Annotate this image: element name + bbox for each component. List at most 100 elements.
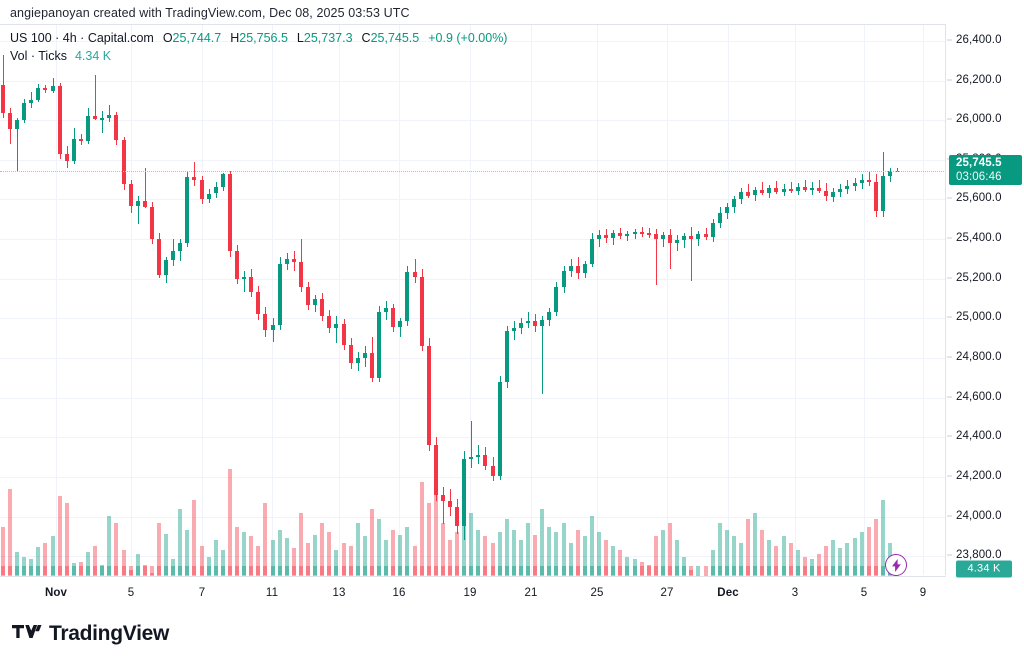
candle-body xyxy=(469,457,473,460)
time-axis-tick-mark xyxy=(107,566,111,576)
time-axis-label: 5 xyxy=(860,587,868,599)
time-axis-tick-mark xyxy=(171,566,175,576)
time-axis-tick-mark xyxy=(739,566,743,576)
volume-bar xyxy=(72,563,76,575)
candle-body xyxy=(29,100,33,104)
candle-wick xyxy=(677,235,678,251)
volume-value-badge[interactable]: 4.34 K xyxy=(956,560,1012,578)
time-axis-tick-mark xyxy=(36,566,40,576)
candle-body xyxy=(732,199,736,208)
volume-bar xyxy=(505,518,509,575)
time-axis-label: Nov xyxy=(44,587,68,599)
time-axis-tick-mark xyxy=(207,566,211,576)
candle-body xyxy=(242,276,246,279)
lightning-bolt-icon[interactable] xyxy=(885,554,907,576)
candle-body xyxy=(178,243,182,251)
time-axis-tick-mark xyxy=(15,566,19,576)
price-axis-label: 25,000.0 xyxy=(956,311,1002,324)
candle-body xyxy=(93,116,97,120)
gridline-horizontal xyxy=(0,199,945,201)
current-price-badge[interactable]: 25,745.5 03:06:46 xyxy=(949,154,1022,185)
price-axis-label: 24,600.0 xyxy=(956,390,1002,403)
volume-bar xyxy=(22,556,26,575)
time-axis-tick-mark xyxy=(519,566,523,576)
price-axis-tick xyxy=(947,435,952,437)
candle-body xyxy=(214,186,218,194)
volume-bar xyxy=(58,495,62,575)
volume-bar xyxy=(689,570,693,575)
tradingview-footer[interactable]: TradingView xyxy=(12,622,169,646)
time-axis-tick-mark xyxy=(689,566,693,576)
time-axis-tick-mark xyxy=(441,566,445,576)
time-axis-tick-mark xyxy=(100,566,104,576)
candle-body xyxy=(718,213,722,224)
candle-wick xyxy=(748,183,749,199)
price-axis-label: 26,200.0 xyxy=(956,73,1002,86)
volume-bar xyxy=(391,529,395,575)
time-axis-tick-strip xyxy=(0,566,946,576)
candle-body xyxy=(554,286,558,313)
gridline-vertical xyxy=(202,25,203,575)
volume-bar xyxy=(526,522,530,575)
candle-body xyxy=(185,176,189,243)
legend-volume-row[interactable]: Vol · Ticks 4.34 K xyxy=(10,48,507,65)
volume-bar xyxy=(207,556,211,575)
gridline-vertical xyxy=(531,25,532,575)
chart-legend[interactable]: US 100 · 4h · Capital.com O25,744.7 H25,… xyxy=(10,30,507,65)
time-axis-label: 5 xyxy=(127,587,135,599)
legend-low: L25,737.3 xyxy=(296,31,353,45)
price-axis-label: 24,400.0 xyxy=(956,430,1002,443)
price-axis-tick xyxy=(947,197,952,199)
volume-bar xyxy=(491,543,495,575)
volume-bar xyxy=(661,529,665,575)
price-axis-tick xyxy=(947,79,952,80)
price-axis[interactable]: 26,400.026,200.026,000.025,800.025,600.0… xyxy=(947,24,1024,578)
candle-wick xyxy=(897,168,898,173)
chart-canvas[interactable] xyxy=(0,24,946,575)
time-axis[interactable]: Nov 5 7 11 13 16 19 21 25 27 Dec 3 5 9 xyxy=(0,566,946,616)
volume-bar xyxy=(867,526,871,575)
candle-body xyxy=(760,189,764,193)
gridline-horizontal xyxy=(0,120,945,122)
price-axis-tick xyxy=(947,237,952,239)
candle-body xyxy=(263,314,267,331)
candle-body xyxy=(689,236,693,240)
time-axis-tick-mark xyxy=(377,566,381,576)
candle-body xyxy=(831,191,835,197)
volume-bar xyxy=(633,559,637,575)
volume-bar xyxy=(370,509,374,575)
price-axis-tick xyxy=(947,277,952,279)
current-price-value: 25,745.5 xyxy=(956,156,1002,169)
volume-bar xyxy=(43,543,47,575)
candle-body xyxy=(363,353,367,358)
candle-wick xyxy=(17,118,18,171)
candle-body xyxy=(547,312,551,321)
price-axis-label: 24,000.0 xyxy=(956,509,1002,522)
candle-body xyxy=(512,328,516,332)
volume-bar xyxy=(171,559,175,575)
candle-wick xyxy=(542,316,543,394)
volume-bar xyxy=(746,518,750,575)
candle-body xyxy=(22,103,26,121)
time-axis-tick-mark xyxy=(320,566,324,576)
price-axis-tick xyxy=(947,475,952,477)
time-axis-tick-mark xyxy=(867,566,871,576)
candle-body xyxy=(278,263,282,326)
volume-bar xyxy=(192,499,196,575)
price-axis-label: 25,600.0 xyxy=(956,192,1002,205)
volume-bar xyxy=(774,545,778,575)
time-axis-tick-mark xyxy=(51,566,55,576)
candle-body xyxy=(434,445,438,495)
candle-body xyxy=(136,201,140,207)
time-axis-tick-mark xyxy=(562,566,566,576)
gridline-vertical xyxy=(597,25,598,575)
time-axis-tick-mark xyxy=(356,566,360,576)
volume-bar xyxy=(654,536,658,575)
candle-body xyxy=(583,263,587,273)
candle-wick xyxy=(819,179,820,194)
volume-bar xyxy=(789,543,793,575)
legend-symbol[interactable]: US 100 · 4h · Capital.com xyxy=(10,31,154,45)
volume-bar xyxy=(256,545,260,575)
time-axis-tick-mark xyxy=(633,566,637,576)
time-axis-label: 7 xyxy=(198,587,206,599)
